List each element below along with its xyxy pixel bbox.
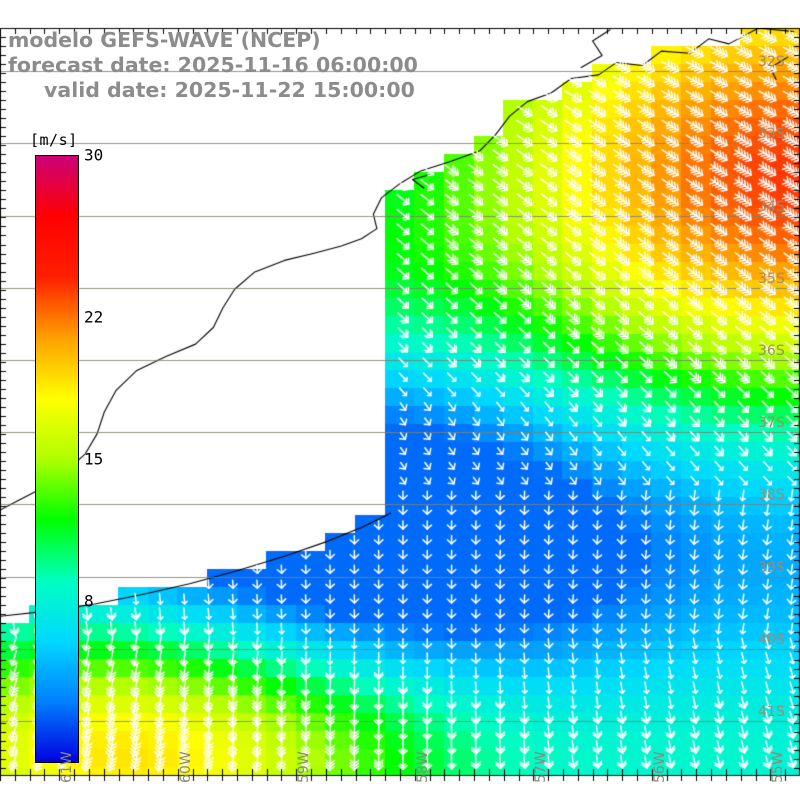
lat-label-35S: 35S [758,270,785,287]
lat-label-32S: 32S [758,54,785,71]
colorbar-tick-8: 8 [84,591,94,611]
colorbar-unit-label: [m/s] [30,131,78,149]
colorbar-legend[interactable] [35,155,79,763]
lat-label-39S: 39S [758,559,785,576]
lat-label-36S: 36S [758,343,785,359]
lon-label-59W: 59W [296,751,313,783]
colorbar-gradient [35,155,79,763]
lon-label-55W: 55W [770,751,787,783]
lat-label-33S: 33S [758,126,785,143]
lat-label-41S: 41S [758,703,785,720]
colorbar-tick-22: 22 [84,307,104,327]
lat-label-34S: 34S [758,198,785,215]
lon-label-60W: 60W [177,751,194,783]
lat-label-40S: 40S [758,631,785,648]
lon-label-56W: 56W [651,751,668,783]
lat-label-37S: 37S [758,415,785,432]
lon-label-61W: 61W [59,751,76,783]
lon-label-57W: 57W [533,751,550,783]
lon-label-58W: 58W [414,751,431,783]
lat-label-38S: 38S [758,487,785,504]
colorbar-tick-30: 30 [84,145,104,165]
colorbar-tick-15: 15 [84,449,104,469]
